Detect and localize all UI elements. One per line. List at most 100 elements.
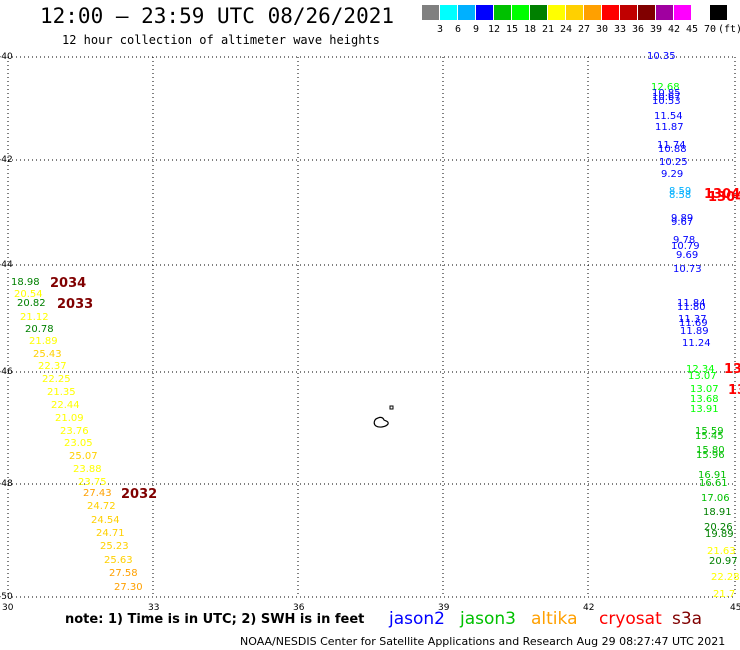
legend-tick-label: 42 bbox=[667, 24, 681, 35]
legend-tick-label: 18 bbox=[523, 24, 537, 35]
wave-height-label: 11.80 bbox=[677, 302, 706, 313]
wave-height-label: 9.89 bbox=[671, 213, 694, 224]
legend-swatch bbox=[692, 5, 709, 20]
wave-height-label: 23.76 bbox=[60, 426, 89, 437]
pass-time-label: 1304 bbox=[708, 190, 740, 205]
mission-s3a: s3a bbox=[672, 609, 703, 629]
legend-swatch bbox=[602, 5, 619, 20]
wave-height-label: 24.54 bbox=[91, 515, 120, 526]
wave-height-label: 21.35 bbox=[47, 387, 76, 398]
wave-height-label: 24.71 bbox=[96, 528, 125, 539]
legend-tick-label: 12 bbox=[487, 24, 501, 35]
legend-tick-label: 70 bbox=[703, 24, 717, 35]
wave-height-label: 15.96 bbox=[696, 450, 725, 461]
wave-height-label: 20.54 bbox=[14, 289, 43, 300]
legend-swatch bbox=[710, 5, 727, 20]
longitude-tick-label: 33 bbox=[148, 603, 160, 613]
map-subtitle: 12 hour collection of altimeter wave hei… bbox=[62, 33, 380, 47]
legend-tick-label: 30 bbox=[595, 24, 609, 35]
wave-height-label: 11.69 bbox=[679, 318, 708, 329]
latitude-tick-label: -46 bbox=[0, 367, 13, 377]
wave-height-label: 21.12 bbox=[20, 312, 49, 323]
units-note: note: 1) Time is in UTC; 2) SWH is in fe… bbox=[65, 612, 365, 627]
wave-height-label: 25.63 bbox=[104, 555, 133, 566]
legend-tick-label: 24 bbox=[559, 24, 573, 35]
wave-height-label: 9.67 bbox=[671, 217, 694, 228]
wave-height-label: 25.23 bbox=[100, 541, 129, 552]
pass-time-label: 13 bbox=[724, 362, 740, 377]
pass-time-label: 2034 bbox=[50, 276, 87, 291]
legend-swatch bbox=[422, 5, 439, 20]
wave-height-label: 21.7 bbox=[713, 589, 736, 600]
wave-height-label: 27.58 bbox=[109, 568, 138, 579]
wave-height-label: 25.07 bbox=[69, 451, 98, 462]
wave-height-label: 12.68 bbox=[651, 82, 680, 93]
wave-height-label: 22.25 bbox=[42, 374, 71, 385]
legend-swatch bbox=[458, 5, 475, 20]
wave-height-label: 11.89 bbox=[680, 326, 709, 337]
wave-height-label: 10.25 bbox=[659, 157, 688, 168]
wave-height-label: 25.43 bbox=[33, 349, 62, 360]
longitude-tick-label: 45 bbox=[730, 603, 740, 613]
longitude-tick-label: 42 bbox=[583, 603, 595, 613]
wave-height-label: 21.09 bbox=[55, 413, 84, 424]
wave-height-label: 23.05 bbox=[64, 438, 93, 449]
wave-height-label: 10.67 bbox=[652, 92, 681, 103]
wave-height-label: 11.87 bbox=[655, 122, 684, 133]
wave-height-label: 13.07 bbox=[690, 384, 719, 395]
legend-swatch bbox=[674, 5, 691, 20]
legend-tick-label: 9 bbox=[472, 24, 480, 35]
wave-height-label: 13.68 bbox=[690, 394, 719, 405]
map-title: 12:00 – 23:59 UTC 08/26/2021 bbox=[40, 4, 395, 28]
longitude-tick-label: 30 bbox=[2, 603, 14, 613]
mission-jason3: jason3 bbox=[460, 609, 516, 629]
wave-height-label: 20.82 bbox=[17, 298, 46, 309]
legend-tick-label: 21 bbox=[541, 24, 555, 35]
legend-tick-label: 15 bbox=[505, 24, 519, 35]
wave-height-label: 21.63 bbox=[707, 546, 736, 557]
legend-swatch bbox=[548, 5, 565, 20]
wave-height-label: 20.78 bbox=[25, 324, 54, 335]
wave-height-label: 10.85 bbox=[652, 88, 681, 99]
wave-height-label: 10.53 bbox=[652, 96, 681, 107]
wave-height-label: 18.91 bbox=[703, 507, 732, 518]
wave-height-label: 22.44 bbox=[51, 400, 80, 411]
wave-height-label: 27.43 bbox=[83, 488, 112, 499]
wave-height-label: 19.89 bbox=[705, 529, 734, 540]
longitude-tick-label: 36 bbox=[293, 603, 305, 613]
legend-tick-label: 33 bbox=[613, 24, 627, 35]
wave-height-label: 20.26 bbox=[704, 522, 733, 533]
wave-height-label: 15.45 bbox=[695, 431, 724, 442]
wave-height-label: 8.59 bbox=[669, 186, 692, 197]
wave-height-label: 11.24 bbox=[682, 338, 711, 349]
wave-height-label: 9.29 bbox=[661, 169, 684, 180]
island-outline bbox=[373, 416, 389, 428]
pass-time-label: 2033 bbox=[57, 297, 94, 312]
wave-height-label: 15.80 bbox=[696, 445, 725, 456]
legend-tick-label: 39 bbox=[649, 24, 663, 35]
pass-time-label: 13 bbox=[728, 383, 740, 398]
latitude-tick-label: -42 bbox=[0, 155, 13, 165]
wave-height-label: 20.97 bbox=[709, 556, 738, 567]
wave-height-label: 13.91 bbox=[690, 404, 719, 415]
mission-altika: altika bbox=[531, 609, 578, 629]
wave-height-label: 10.88 bbox=[658, 144, 687, 155]
wave-height-label: 9.69 bbox=[676, 250, 699, 261]
wave-height-label: 22.37 bbox=[38, 361, 67, 372]
legend-swatch bbox=[530, 5, 547, 20]
legend-swatch bbox=[584, 5, 601, 20]
wave-height-label: 23.75 bbox=[78, 477, 107, 488]
wave-height-label: 23.88 bbox=[73, 464, 102, 475]
wave-height-label: 13.07 bbox=[688, 371, 717, 382]
legend-tick-label: 45 bbox=[685, 24, 699, 35]
wave-height-label: 9.78 bbox=[673, 235, 696, 246]
mission-jason2: jason2 bbox=[389, 609, 445, 629]
wave-height-label: 17.06 bbox=[701, 493, 730, 504]
legend-swatch bbox=[440, 5, 457, 20]
wave-height-label: 10.73 bbox=[673, 264, 702, 275]
legend-tick-label: 36 bbox=[631, 24, 645, 35]
wave-height-label: 11.54 bbox=[654, 111, 683, 122]
legend-swatch bbox=[512, 5, 529, 20]
latitude-tick-label: -40 bbox=[0, 52, 13, 62]
